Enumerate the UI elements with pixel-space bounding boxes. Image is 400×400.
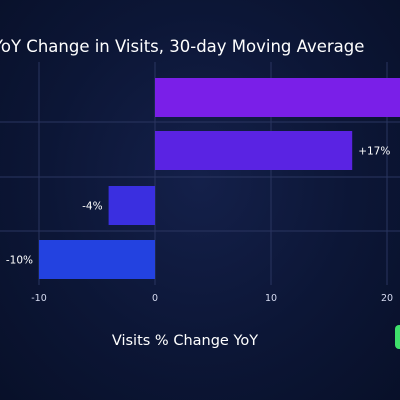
x-tick-label: -10 [31, 293, 47, 304]
bar-1 [155, 131, 353, 170]
bar-0 [155, 78, 400, 117]
x-tick-label: 0 [152, 293, 158, 304]
x-tick-label: 20 [381, 293, 393, 304]
corner-badge [395, 325, 400, 349]
x-tick-label: 10 [265, 293, 277, 304]
bar-2 [108, 186, 155, 225]
data-label-3: -10% [6, 255, 33, 267]
data-label-1: +17% [358, 146, 390, 158]
data-labels: +17% -4% -10% [6, 146, 390, 267]
x-tick-labels: -10 0 10 20 [31, 293, 393, 304]
bars [39, 78, 400, 279]
x-axis-label: Visits % Change YoY [112, 333, 258, 349]
data-label-2: -4% [82, 201, 102, 213]
bar-3 [39, 240, 155, 279]
chart-title: YoY Change in Visits, 30-day Moving Aver… [0, 37, 364, 56]
